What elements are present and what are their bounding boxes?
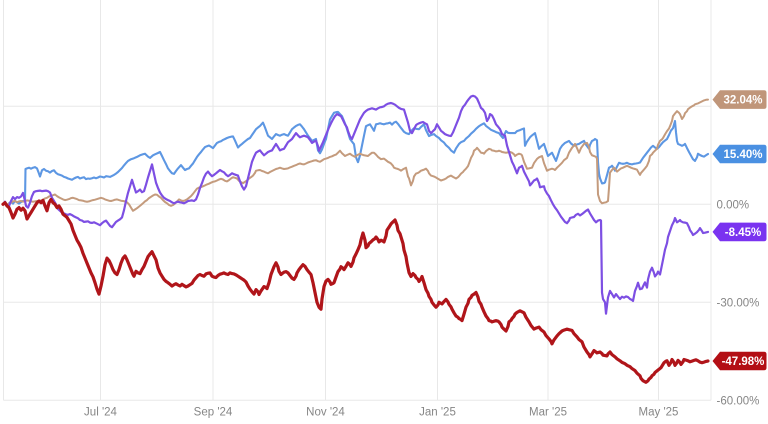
red-series-line xyxy=(1,197,710,384)
x-axis-tick-label: May '25 xyxy=(639,407,679,419)
blue-series-value-tag: 15.40% xyxy=(712,144,767,164)
red-series-tag-shape xyxy=(712,351,767,371)
blue-series-line xyxy=(1,110,710,207)
blue-series-tag-shape xyxy=(712,144,767,164)
y-axis-labels: 0.00% -30.00% -60.00% xyxy=(717,199,760,407)
tan-series-line xyxy=(2,98,709,212)
red-series-tag-label: -47.98% xyxy=(722,356,765,368)
x-axis-tick-label: Nov '24 xyxy=(306,407,345,419)
x-axis-tick-label: Sep '24 xyxy=(194,407,233,419)
x-axis-labels: Jul '24 Sep '24 Nov '24 Jan '25 Mar '25 May '… xyxy=(84,407,678,419)
x-axis-tick-label: Jan '25 xyxy=(419,407,456,419)
red-series-value-tag: -47.98% xyxy=(712,351,767,371)
blue-series-tag-label: 15.40% xyxy=(723,149,762,161)
y-axis-tick-label: -30.00% xyxy=(717,297,760,309)
x-axis-tick-label: Mar '25 xyxy=(529,407,567,419)
purple-series-tag-shape xyxy=(712,222,767,242)
x-axis-tick-label: Jul '24 xyxy=(84,407,117,419)
tan-series-tag-shape xyxy=(712,90,767,109)
purple-series-value-tag: -8.45% xyxy=(712,222,767,242)
y-axis-tick-label: 0.00% xyxy=(717,199,750,211)
y-axis-tick-label: -60.00% xyxy=(717,395,760,407)
grid-lines xyxy=(3,0,712,401)
tan-series-value-tag: 32.04% xyxy=(712,90,767,109)
purple-series-line xyxy=(1,94,710,315)
tan-series-tag-label: 32.04% xyxy=(723,95,762,107)
purple-series-tag-label: -8.45% xyxy=(725,227,761,239)
